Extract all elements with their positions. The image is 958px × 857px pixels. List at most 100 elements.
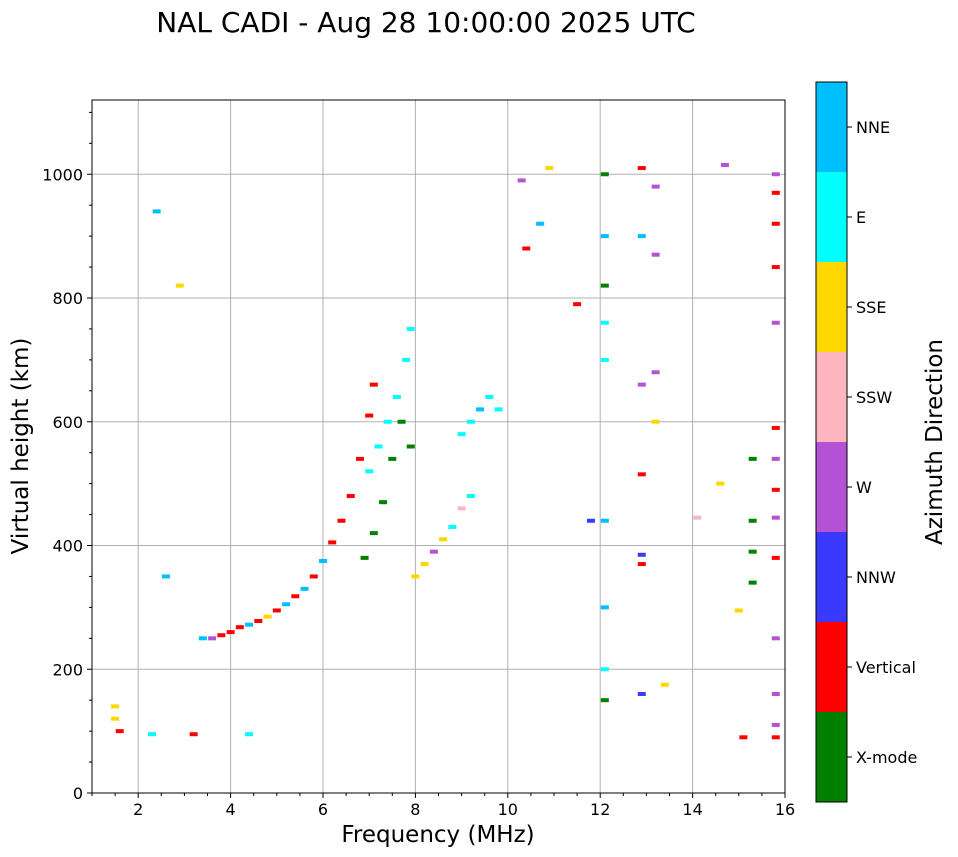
echo-point <box>360 555 369 560</box>
colorbar-segment <box>816 622 847 712</box>
echo-point <box>748 580 757 585</box>
y-tick-label: 800 <box>52 289 83 308</box>
echo-point <box>291 594 300 599</box>
echo-point <box>536 221 545 226</box>
x-tick-label: 12 <box>590 800 610 819</box>
echo-point <box>328 540 337 545</box>
echo-point <box>771 636 780 641</box>
echo-point <box>748 456 757 461</box>
colorbar-tick-label: E <box>856 208 866 227</box>
echo-point <box>771 692 780 696</box>
x-axis: 2 4 6 8 10 12 14 16 <box>91 793 795 819</box>
echo-point <box>600 698 609 703</box>
x-tick-label: 8 <box>410 800 420 819</box>
y-axis-label: Virtual height (km) <box>8 338 34 555</box>
echo-point <box>457 506 466 511</box>
echo-point <box>771 515 780 520</box>
echo-point <box>651 252 660 257</box>
echo-point <box>660 682 669 687</box>
echo-point <box>217 633 226 638</box>
echo-point <box>651 184 660 189</box>
echo-point <box>369 531 378 536</box>
echo-point <box>189 732 198 737</box>
echo-point <box>406 326 415 331</box>
colorbar-tick-label: SSE <box>856 298 886 317</box>
echo-point <box>651 370 660 375</box>
echo-point <box>272 608 281 613</box>
x-tick-label: 10 <box>498 800 518 819</box>
echo-point <box>355 456 364 461</box>
echo-point <box>175 283 184 288</box>
echo-point <box>637 382 646 387</box>
colorbar-tick-label: SSW <box>856 388 892 407</box>
y-tick-label: 400 <box>52 537 83 556</box>
echo-point <box>637 692 646 696</box>
colorbar-tick-label: NNW <box>856 568 896 587</box>
colorbar-segment <box>816 712 847 802</box>
echo-point <box>771 265 780 270</box>
echo-point <box>466 419 475 424</box>
colorbar-tick-label: Vertical <box>856 658 916 677</box>
echo-point <box>111 716 120 721</box>
data-points <box>111 162 780 740</box>
echo-point <box>651 419 660 424</box>
x-tick-label: 14 <box>682 800 702 819</box>
chart-title: NAL CADI - Aug 28 10:00:00 2025 UTC <box>156 6 695 39</box>
echo-point <box>771 722 780 727</box>
echo-point <box>365 413 374 418</box>
colorbar-tick-label: X-mode <box>856 748 917 767</box>
echo-point <box>406 444 415 449</box>
echo-point <box>748 518 757 523</box>
echo-point <box>263 614 272 619</box>
grid <box>92 100 786 794</box>
echo-point <box>365 469 374 474</box>
y-axis: 0 200 400 600 800 1000 <box>42 111 92 803</box>
echo-point <box>411 574 420 579</box>
echo-point <box>573 302 582 307</box>
colorbar-segment <box>816 442 847 532</box>
echo-point <box>402 357 411 362</box>
echo-point <box>198 636 207 641</box>
echo-point <box>226 630 235 635</box>
echo-point <box>545 166 554 171</box>
echo-point <box>346 494 355 498</box>
echo-point <box>245 732 254 737</box>
colorbar-label: Azimuth Direction <box>922 339 948 545</box>
echo-point <box>494 407 503 412</box>
echo-point <box>517 178 526 183</box>
echo-point <box>522 246 531 251</box>
colorbar-segment <box>816 172 847 262</box>
echo-point <box>282 602 291 607</box>
echo-point <box>600 320 609 325</box>
x-tick-label: 4 <box>226 800 236 819</box>
echo-point <box>771 555 780 560</box>
echo-point <box>300 586 309 591</box>
echo-point <box>466 494 475 498</box>
y-tick-label: 0 <box>73 784 83 803</box>
echo-point <box>600 357 609 362</box>
echo-point <box>457 432 466 437</box>
colorbar-tick-label: NNE <box>856 118 890 137</box>
echo-point <box>397 419 406 424</box>
echo-point <box>448 524 457 529</box>
colorbar-segment <box>816 262 847 352</box>
y-tick-label: 1000 <box>42 165 83 184</box>
echo-point <box>771 190 780 195</box>
echo-point <box>369 382 378 387</box>
echo-point <box>600 234 609 239</box>
echo-point <box>383 419 392 424</box>
colorbar-segment <box>816 352 847 442</box>
echo-point <box>208 636 217 641</box>
echo-point <box>771 735 780 740</box>
echo-point <box>115 729 124 734</box>
x-tick-label: 2 <box>133 800 143 819</box>
echo-point <box>476 407 485 412</box>
colorbar: X-mode Vertical NNW W SSW SSE E NNE <box>815 81 917 803</box>
echo-point <box>734 608 743 613</box>
echo-point <box>600 605 609 610</box>
echo-point <box>771 172 780 177</box>
echo-point <box>152 209 161 214</box>
echo-point <box>771 320 780 325</box>
echo-point <box>771 425 780 430</box>
